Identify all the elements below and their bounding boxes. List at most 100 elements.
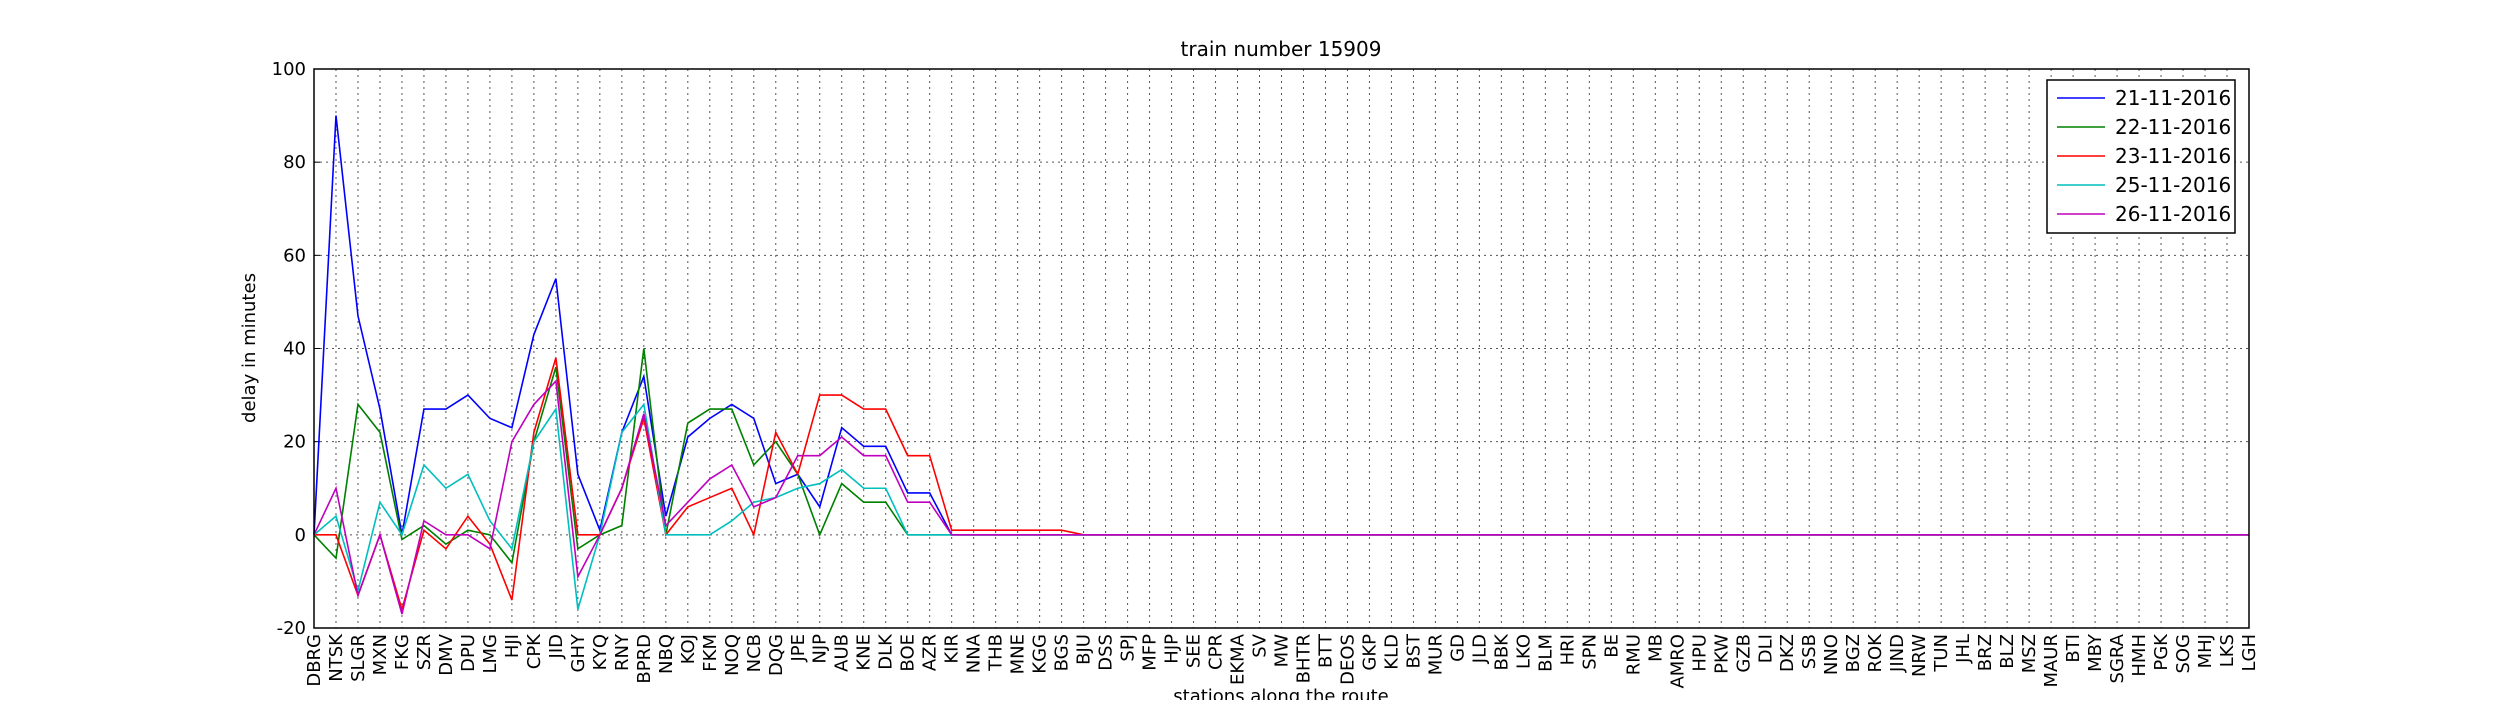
x-tick-label: MUR [1425, 634, 1446, 675]
x-tick-label: RNY [612, 633, 633, 671]
y-tick-label: 20 [283, 432, 306, 453]
x-tick-label: GZB [1733, 634, 1754, 673]
x-tick-label: MW [1272, 634, 1293, 668]
x-tick-label: BOE [898, 634, 919, 672]
x-tick-label: MXN [370, 634, 391, 675]
x-tick-label: BHTR [1293, 634, 1314, 683]
legend-label: 23-11-2016 [2115, 144, 2231, 168]
x-tick-label: MBY [2085, 633, 2106, 672]
x-tick-label: KOJ [678, 634, 699, 664]
x-tick-label: DPU [458, 634, 479, 672]
x-tick-label: BBK [1491, 633, 1512, 671]
x-tick-label: NCB [744, 634, 765, 672]
x-tick-label: NJP [810, 634, 831, 664]
x-tick-label: KGG [1030, 634, 1051, 674]
x-tick-label: DSS [1096, 634, 1117, 671]
x-tick-label: LKS [2217, 634, 2238, 667]
x-tick-label: DLI [1755, 634, 1776, 663]
x-tick-label: AMRO [1667, 634, 1688, 689]
x-tick-label: NBQ [656, 634, 677, 674]
y-tick-label: 60 [283, 245, 306, 266]
x-tick-label: JID [546, 634, 567, 659]
x-tick-label: JPE [788, 634, 809, 663]
x-tick-label: SEE [1184, 634, 1205, 668]
x-tick-label: HJI [502, 634, 523, 658]
legend-label: 21-11-2016 [2115, 86, 2231, 110]
x-tick-label: NNO [1821, 634, 1842, 675]
x-tick-label: KYQ [590, 634, 611, 670]
x-tick-label: BLM [1535, 634, 1556, 672]
x-tick-label: DQG [766, 634, 787, 676]
x-tick-label: MSZ [2019, 634, 2040, 673]
x-tick-label: SPJ [1118, 634, 1139, 662]
x-tick-label: KNE [854, 634, 875, 671]
y-axis-label: delay in minutes [239, 273, 260, 423]
x-tick-label: CPK [524, 633, 545, 669]
x-tick-label: BPRD [634, 634, 655, 684]
chart-title: train number 15909 [1181, 37, 1382, 61]
x-tick-label: PKW [1711, 634, 1732, 674]
x-tick-label: MB [1645, 634, 1666, 662]
x-tick-label: DEOS [1337, 634, 1358, 685]
x-tick-label: SLGR [348, 634, 369, 682]
x-tick-label: FKM [700, 634, 721, 672]
x-tick-label: SSB [1799, 634, 1820, 669]
x-tick-label: CPR [1206, 634, 1227, 670]
x-tick-label: GHY [568, 633, 589, 672]
x-tick-label: GD [1447, 634, 1468, 662]
x-tick-label: BST [1403, 633, 1424, 668]
x-tick-label: BGS [1052, 634, 1073, 671]
x-tick-label: DBRG [304, 634, 325, 687]
x-tick-label: TUN [1931, 634, 1952, 673]
x-tick-label: BLZ [1997, 634, 2018, 669]
x-tick-label: HPU [1689, 634, 1710, 672]
legend-label: 25-11-2016 [2115, 173, 2231, 197]
x-tick-label: MAUR [2041, 634, 2062, 688]
data-line [313, 348, 2249, 565]
x-tick-label: JHL [1953, 634, 1974, 664]
x-tick-label: LKO [1513, 634, 1534, 669]
x-tick-label: BTT [1315, 633, 1336, 668]
x-tick-label: DKZ [1777, 634, 1798, 672]
x-tick-label: SOG [2173, 634, 2194, 674]
x-tick-label: KIR [942, 634, 963, 664]
legend-label: 26-11-2016 [2115, 202, 2231, 226]
x-tick-label: BGZ [1843, 634, 1864, 672]
x-tick-label: BTI [2063, 634, 2084, 663]
x-tick-label: KLD [1381, 634, 1402, 670]
x-tick-label: PGK [2151, 633, 2172, 671]
plot-frame [313, 68, 2250, 629]
x-tick-label: BJU [1074, 634, 1095, 665]
x-tick-label: LMG [480, 634, 501, 674]
y-tick-label: 100 [272, 59, 306, 80]
x-tick-label: MNE [1008, 634, 1029, 674]
x-tick-label: MHJ [2195, 634, 2216, 668]
data-line [313, 379, 2249, 615]
x-tick-label: RMU [1623, 634, 1644, 675]
x-tick-label: AUB [832, 634, 853, 672]
x-tick-label: HMH [2129, 634, 2150, 677]
y-tick-label: 40 [283, 339, 306, 360]
x-tick-label: ROK [1865, 633, 1886, 673]
x-tick-label: AZR [920, 634, 941, 671]
x-tick-label: BRZ [1975, 634, 1996, 671]
x-tick-label: NTSK [326, 633, 347, 682]
x-tick-label: SV [1250, 633, 1271, 657]
x-tick-label: SPN [1579, 634, 1600, 670]
x-tick-label: EKMA [1228, 633, 1249, 685]
legend-label: 22-11-2016 [2115, 115, 2231, 139]
x-tick-label: HJP [1162, 634, 1183, 664]
x-tick-label: BE [1601, 634, 1622, 658]
y-tick-label: 80 [283, 152, 306, 173]
x-tick-label: DLK [876, 633, 897, 670]
x-tick-label: SZR [414, 634, 435, 670]
x-tick-label: HRI [1557, 634, 1578, 665]
x-tick-label: SGRA [2107, 633, 2128, 683]
x-tick-label: NOQ [722, 634, 743, 676]
x-tick-label: FKG [392, 634, 413, 670]
x-tick-label: THB [986, 634, 1007, 672]
x-tick-label: JIND [1887, 634, 1908, 673]
x-tick-label: MFP [1140, 634, 1161, 671]
